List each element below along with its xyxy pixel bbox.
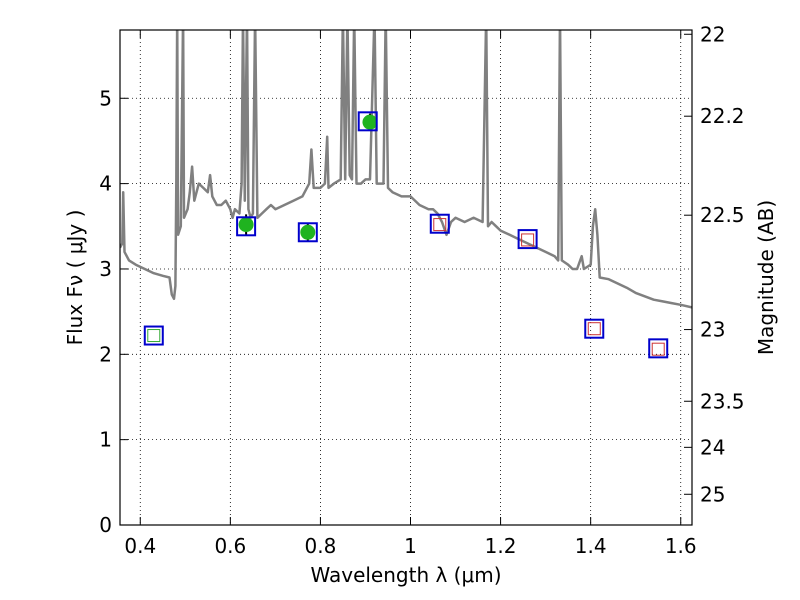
model-photometry-box bbox=[143, 325, 164, 346]
y-tick-label: 4 bbox=[99, 172, 112, 196]
x-tick-label: 0.6 bbox=[214, 534, 246, 558]
right-tick-label: 23 bbox=[700, 318, 725, 342]
y-tick-label: 2 bbox=[99, 342, 112, 366]
right-tick-label: 23.5 bbox=[700, 389, 745, 413]
observed-point bbox=[238, 217, 254, 233]
right-tick-label: 22.2 bbox=[700, 104, 745, 128]
y-tick-label: 5 bbox=[99, 86, 112, 110]
right-tick-label: 25 bbox=[700, 482, 725, 506]
observed-point bbox=[300, 224, 316, 240]
x-tick-label: 1.6 bbox=[665, 534, 697, 558]
y-tick-label: 3 bbox=[99, 257, 112, 281]
model-photometry-box bbox=[297, 222, 318, 243]
axes-frame bbox=[119, 29, 693, 526]
model-photometry-box bbox=[517, 229, 538, 250]
x-tick-label: 0.4 bbox=[124, 534, 156, 558]
model-photometry-box bbox=[357, 111, 378, 132]
x-tick-label: 1.4 bbox=[575, 534, 607, 558]
right-tick-label: 22.5 bbox=[700, 203, 745, 227]
model-photometry-box bbox=[648, 338, 669, 359]
sed-model-line bbox=[120, 30, 692, 309]
model-photometry-box bbox=[429, 213, 450, 234]
y-tick-label: 0 bbox=[99, 513, 112, 537]
upper-limit-marker bbox=[433, 218, 447, 232]
upper-limit-marker bbox=[651, 342, 665, 356]
x-axis-label: Wavelength λ (μm) bbox=[310, 563, 501, 587]
x-tick-label: 0.8 bbox=[305, 534, 337, 558]
y-tick-label: 1 bbox=[99, 428, 112, 452]
plot-area bbox=[120, 30, 692, 359]
uv-point-marker bbox=[147, 329, 161, 343]
x-tick-label: 1.2 bbox=[485, 534, 517, 558]
observed-point bbox=[362, 114, 378, 130]
upper-limit-marker bbox=[521, 233, 535, 247]
axis-ticks: 0.4 0.6 0.8 1 1.2 1.4 1.60123452222.222.52323.… bbox=[99, 22, 744, 558]
right-tick-label: 24 bbox=[700, 435, 725, 459]
model-photometry-box bbox=[236, 216, 257, 237]
model-photometry-box bbox=[584, 318, 605, 339]
y-axis-label: Flux Fν ( μJy ) bbox=[63, 210, 87, 346]
right-tick-label: 22 bbox=[700, 22, 725, 46]
y-axis-right-label: Magnitude (AB) bbox=[754, 200, 778, 355]
x-tick-label: 1 bbox=[404, 534, 417, 558]
upper-limit-marker bbox=[587, 322, 601, 336]
